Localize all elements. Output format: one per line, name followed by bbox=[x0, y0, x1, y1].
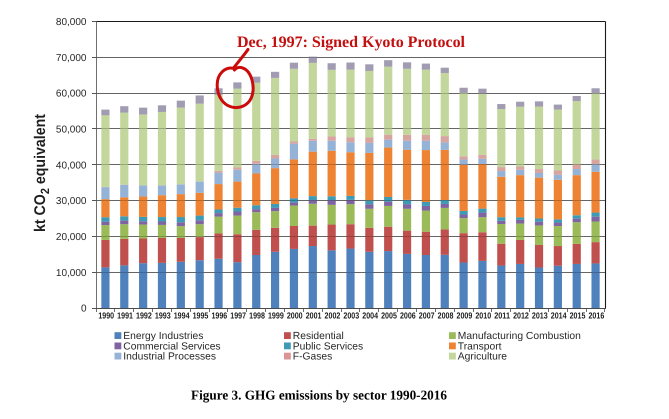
svg-text:2001: 2001 bbox=[306, 310, 322, 320]
svg-text:1994: 1994 bbox=[174, 310, 190, 320]
svg-text:2005: 2005 bbox=[381, 310, 397, 320]
svg-text:60,000: 60,000 bbox=[56, 89, 87, 100]
svg-text:2015: 2015 bbox=[570, 310, 586, 320]
svg-text:1996: 1996 bbox=[211, 310, 227, 320]
svg-text:F-Gases: F-Gases bbox=[293, 352, 332, 363]
svg-text:kt CO2 equivalent: kt CO2 equivalent bbox=[32, 114, 52, 232]
svg-text:1999: 1999 bbox=[268, 310, 284, 320]
svg-text:0: 0 bbox=[81, 304, 87, 315]
svg-text:Public Services: Public Services bbox=[293, 341, 363, 352]
svg-text:2012: 2012 bbox=[513, 310, 529, 320]
svg-text:Energy Industries: Energy Industries bbox=[123, 331, 203, 342]
svg-text:Residential: Residential bbox=[293, 331, 344, 342]
svg-text:1997: 1997 bbox=[230, 310, 246, 320]
svg-text:2009: 2009 bbox=[457, 310, 473, 320]
svg-text:2014: 2014 bbox=[551, 310, 567, 320]
svg-text:Industrial Processes: Industrial Processes bbox=[123, 352, 216, 363]
svg-text:Agriculture: Agriculture bbox=[458, 352, 507, 363]
svg-text:40,000: 40,000 bbox=[56, 160, 87, 171]
svg-text:Manufacturing Combustion: Manufacturing Combustion bbox=[458, 331, 581, 342]
svg-text:2006: 2006 bbox=[400, 310, 416, 320]
svg-text:Commercial Services: Commercial Services bbox=[123, 341, 220, 352]
svg-text:1990: 1990 bbox=[98, 310, 114, 320]
svg-text:30,000: 30,000 bbox=[56, 196, 87, 207]
svg-text:70,000: 70,000 bbox=[56, 53, 87, 64]
svg-text:1993: 1993 bbox=[155, 310, 171, 320]
svg-text:2013: 2013 bbox=[532, 310, 548, 320]
svg-text:2004: 2004 bbox=[362, 310, 378, 320]
svg-text:2007: 2007 bbox=[419, 310, 435, 320]
svg-text:10,000: 10,000 bbox=[56, 268, 87, 279]
svg-text:2000: 2000 bbox=[287, 310, 303, 320]
svg-text:1998: 1998 bbox=[249, 310, 265, 320]
svg-text:2011: 2011 bbox=[494, 310, 510, 320]
svg-text:2003: 2003 bbox=[343, 310, 359, 320]
svg-text:Figure 3. GHG emissions by sec: Figure 3. GHG emissions by sector 1990-2… bbox=[191, 387, 447, 402]
svg-text:1992: 1992 bbox=[136, 310, 152, 320]
svg-text:Dec, 1997: Signed Kyoto Protoc: Dec, 1997: Signed Kyoto Protocol bbox=[237, 34, 466, 51]
svg-text:2010: 2010 bbox=[475, 310, 491, 320]
svg-text:1995: 1995 bbox=[193, 310, 209, 320]
svg-text:50,000: 50,000 bbox=[56, 125, 87, 136]
svg-text:80,000: 80,000 bbox=[56, 17, 87, 28]
svg-text:2016: 2016 bbox=[588, 310, 604, 320]
svg-text:1991: 1991 bbox=[117, 310, 133, 320]
svg-text:2008: 2008 bbox=[438, 310, 454, 320]
svg-text:2002: 2002 bbox=[325, 310, 341, 320]
svg-text:Transport: Transport bbox=[458, 341, 502, 352]
svg-text:20,000: 20,000 bbox=[56, 232, 87, 243]
